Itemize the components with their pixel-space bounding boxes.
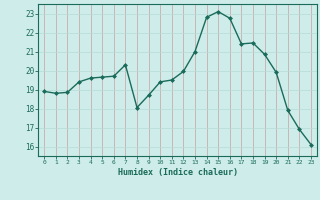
- X-axis label: Humidex (Indice chaleur): Humidex (Indice chaleur): [118, 168, 238, 177]
